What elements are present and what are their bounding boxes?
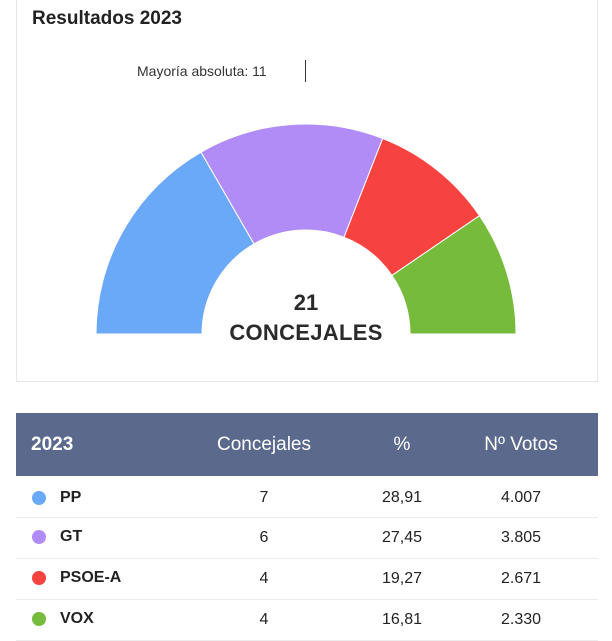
results-table: 2023 Concejales % Nº Votos PP 7 28,91 4.… <box>16 413 598 641</box>
seats-cell: 6 <box>259 528 269 546</box>
party-color-dot <box>32 612 46 627</box>
party-name: PP <box>60 489 82 507</box>
party-color-dot <box>32 530 46 545</box>
seats-cell: 7 <box>259 489 269 507</box>
majority-label: Mayoría absoluta: 11 <box>137 63 267 79</box>
party-name: GT <box>60 528 83 546</box>
seats-cell: 4 <box>259 610 269 628</box>
party-name: VOX <box>60 610 94 628</box>
percent-cell: 27,45 <box>381 528 423 546</box>
percent-cell: 16,81 <box>381 610 423 628</box>
header-seats: Concejales <box>217 433 311 455</box>
party-color-dot <box>32 491 46 506</box>
header-percent: % <box>393 433 411 455</box>
header-votes: Nº Votos <box>484 433 558 455</box>
percent-cell: 19,27 <box>381 569 423 587</box>
seat-segment-vox <box>391 215 517 335</box>
table-row: GT 6 27,45 3.805 <box>16 517 598 558</box>
table-header-row: 2023 Concejales % Nº Votos <box>16 413 598 476</box>
total-seats-label: CONCEJALES <box>229 320 383 345</box>
party-cell: PSOE-A <box>16 558 168 599</box>
seat-segment-pp <box>95 151 255 335</box>
total-seats-number: 21 <box>293 290 319 315</box>
table-row: PP 7 28,91 4.007 <box>16 476 598 517</box>
hemicycle-chart <box>95 123 517 335</box>
party-cell: VOX <box>16 599 168 640</box>
votes-cell: 4.007 <box>500 489 542 507</box>
party-name: PSOE-A <box>60 569 122 587</box>
percent-cell: 28,91 <box>381 489 423 507</box>
majority-marker <box>305 60 306 82</box>
table-row: PSOE-A 4 19,27 2.671 <box>16 558 598 599</box>
votes-cell: 2.330 <box>500 610 542 628</box>
party-cell: PP <box>16 476 168 517</box>
party-color-dot <box>32 571 46 586</box>
votes-cell: 3.805 <box>500 528 542 546</box>
votes-cell: 2.671 <box>500 569 542 587</box>
table-row: VOX 4 16,81 2.330 <box>16 599 598 640</box>
chart-title: Resultados 2023 <box>32 8 182 29</box>
party-cell: GT <box>16 517 168 558</box>
seats-cell: 4 <box>259 569 269 587</box>
seat-segment-gt <box>200 123 384 245</box>
header-year: 2023 <box>31 433 74 455</box>
